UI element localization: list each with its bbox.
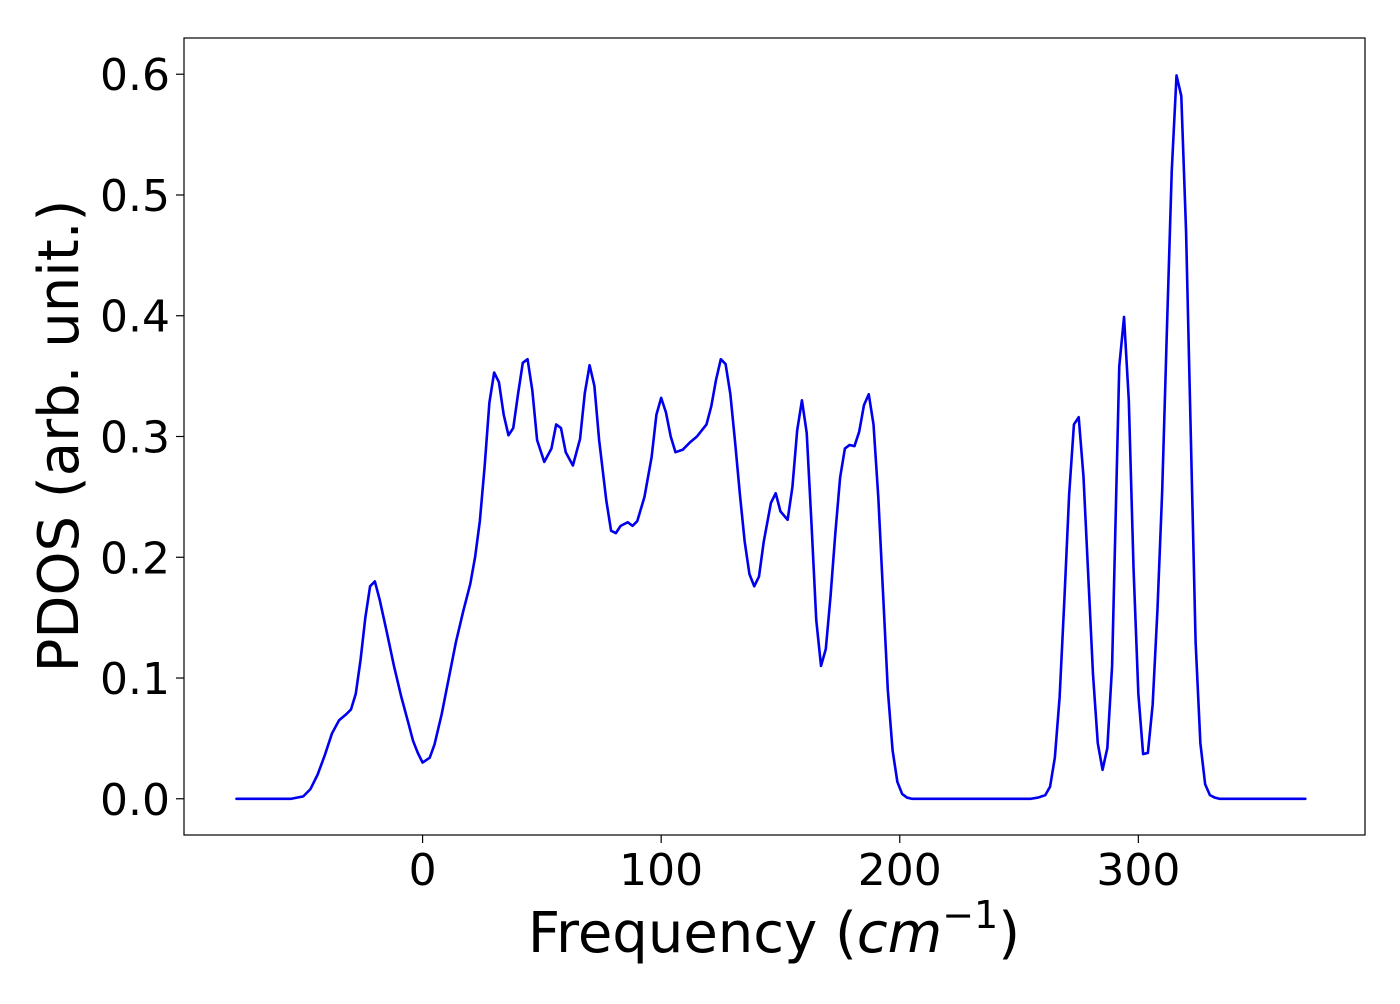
x-axis-label-text: Frequency [528,901,817,966]
y-tick-label: 0.0 [100,775,170,826]
x-tick-label: 200 [858,845,942,896]
axis-ticks: 0 100 200 300 0.0 0.1 0.2 0.3 0.4 0.5 0.6 [100,50,1180,896]
x-tick-label: 300 [1096,845,1180,896]
x-tick-label: 100 [619,845,703,896]
y-tick-label: 0.3 [100,413,170,464]
y-tick-label: 0.6 [100,50,170,101]
y-tick-label: 0.4 [100,292,170,343]
series-line-0 [235,74,1307,801]
x-axis-label-paren-open: ( [817,901,857,966]
plot-area-frame [183,37,1366,836]
y-tick-label: 0.2 [100,533,170,584]
x-axis-label-unit-exponent: −1 [942,893,998,937]
x-tick-label: 0 [409,845,437,896]
x-axis-label-paren-close: ) [998,901,1020,966]
y-tick-label: 0.1 [100,654,170,705]
series-layer [235,74,1307,801]
x-axis-label-unit: cm [857,901,942,966]
y-tick-label: 0.5 [100,171,170,222]
y-axis-label: PDOS (arb. unit.) [27,200,92,673]
x-axis-label: Frequency (cm−1) [528,893,1020,966]
